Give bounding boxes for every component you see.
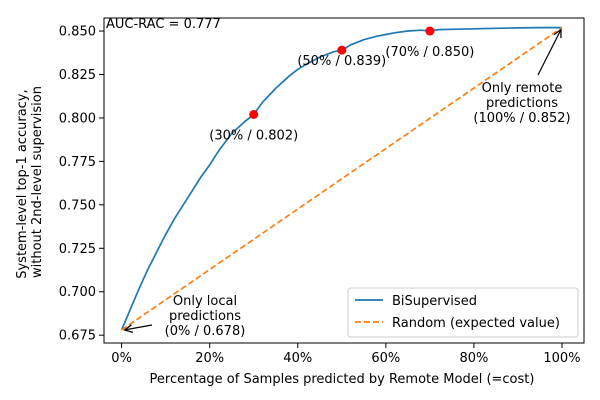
annotation-line: (0% / 0.678) xyxy=(165,324,246,339)
y-tick-label: 0.675 xyxy=(59,329,96,344)
highlight-label-70: (70% / 0.850) xyxy=(385,45,474,60)
annotation-line: (100% / 0.852) xyxy=(473,111,570,126)
annotation-only-remote: Only remote predictions (100% / 0.852) xyxy=(473,81,570,126)
axes-frame xyxy=(103,17,585,344)
y-tick-label: 0.825 xyxy=(59,68,96,83)
highlight-label-30: (30% / 0.802) xyxy=(209,128,298,143)
series-line-bisupervised xyxy=(120,26,562,331)
x-tick-label: 100% xyxy=(543,351,580,366)
y-tick-label: 0.850 xyxy=(59,25,96,40)
legend-frame xyxy=(347,287,579,338)
y-tick-label: 0.775 xyxy=(59,155,96,170)
auc-rac-text: AUC-RAC = 0.777 xyxy=(106,17,221,32)
annotation-line: Only remote xyxy=(482,81,563,96)
x-tick-label: 60% xyxy=(371,351,400,366)
y-tick-label: 0.700 xyxy=(59,285,96,300)
x-tick-label: 40% xyxy=(283,351,312,366)
x-axis-label: Percentage of Samples predicted by Remot… xyxy=(150,372,535,387)
y-tick-label: 0.750 xyxy=(59,198,96,213)
highlight-label-50: (50% / 0.839) xyxy=(297,54,386,69)
x-tick-label: 20% xyxy=(195,351,224,366)
highlight-point-30 xyxy=(249,109,259,119)
x-tick-label: 0% xyxy=(111,351,132,366)
annotation-line: predictions xyxy=(169,309,241,324)
x-tick-label: 80% xyxy=(459,351,488,366)
annotation-line: predictions xyxy=(486,96,558,111)
annotation-arrow-only-remote xyxy=(537,30,561,76)
annotation-only-local: Only local predictions (0% / 0.678) xyxy=(165,294,246,339)
legend: BiSupervised Random (expected value) xyxy=(347,287,579,338)
y-axis-label-line-1: System-level top-1 accuracy, xyxy=(15,89,30,278)
annotation-arrow-only-local xyxy=(125,325,153,330)
label-layer: AUC-RAC = 0.777 Percentage of Samples pr… xyxy=(15,17,534,387)
y-axis-label-line-2: without 2nd-level supervision xyxy=(30,86,45,278)
annotation-line: Only local xyxy=(173,294,237,309)
y-tick-label: 0.800 xyxy=(59,111,96,126)
series-line-random xyxy=(121,26,563,331)
legend-label-random: Random (expected value) xyxy=(392,316,560,331)
highlight-point-70 xyxy=(425,26,435,36)
y-tick-label: 0.725 xyxy=(59,242,96,257)
axes-layer: 0% 20% 40% 60% 80% 100% 0.675 0.700 0.725 0.750 0.… xyxy=(59,17,585,366)
y-axis-label: System-level top-1 accuracy, without 2nd… xyxy=(15,85,45,279)
plot-layer: (30% / 0.802) (50% / 0.839)(70% / 0.850) O… xyxy=(120,26,571,339)
legend-label-bisupervised: BiSupervised xyxy=(392,294,477,309)
highlight-point-50 xyxy=(337,45,347,55)
